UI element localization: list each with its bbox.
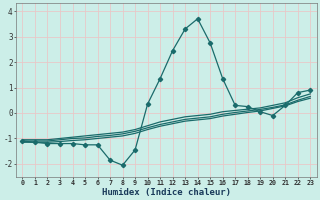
X-axis label: Humidex (Indice chaleur): Humidex (Indice chaleur) [102, 188, 231, 197]
